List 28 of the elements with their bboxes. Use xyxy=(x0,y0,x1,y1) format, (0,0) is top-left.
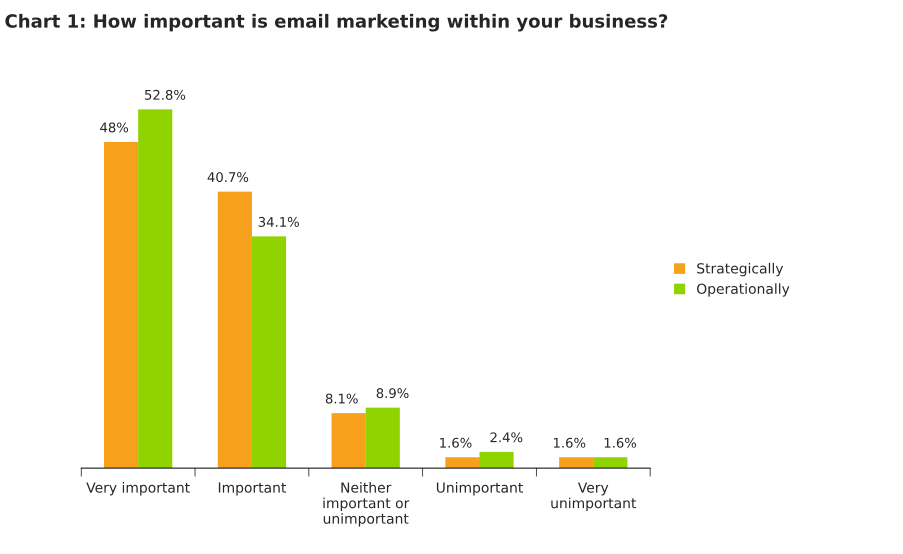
data-label: 52.8% xyxy=(145,90,186,100)
chart-title: Chart 1: How important is email marketing within your business? xyxy=(5,14,668,32)
bar xyxy=(252,236,286,468)
bar xyxy=(104,142,138,468)
x-tick-label: Unimportant xyxy=(436,482,523,496)
data-label: 48% xyxy=(100,122,128,132)
bar xyxy=(479,452,514,468)
bar xyxy=(138,109,172,468)
data-label: 1.6% xyxy=(440,438,472,448)
x-tick-label: Important xyxy=(218,482,286,496)
bar xyxy=(332,413,366,468)
bar xyxy=(366,408,400,468)
data-label: 8.9% xyxy=(376,388,409,398)
x-tick-label: Neither important or unimportant xyxy=(323,482,410,527)
data-label: 34.1% xyxy=(258,216,299,227)
data-label: 2.4% xyxy=(490,432,522,442)
x-tick-label: Very important xyxy=(86,482,190,496)
legend-label: Strategically xyxy=(697,262,784,276)
bar xyxy=(593,457,628,468)
data-label: 40.7% xyxy=(208,172,248,182)
data-label: 8.1% xyxy=(326,394,358,404)
data-label: 1.6% xyxy=(554,438,586,448)
x-tick-label: Very unimportant xyxy=(551,482,636,512)
bar xyxy=(559,457,594,468)
data-label: 1.6% xyxy=(604,438,636,448)
bar xyxy=(218,192,252,468)
bar xyxy=(445,457,480,468)
legend-label: Operationally xyxy=(697,283,790,297)
